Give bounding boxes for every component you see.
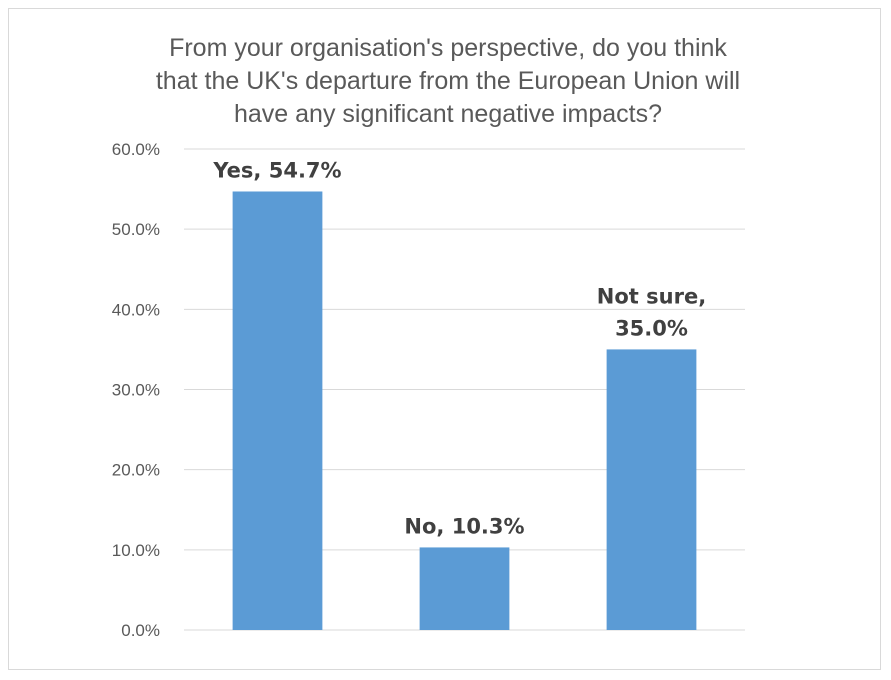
data-label: 35.0% <box>615 316 688 340</box>
y-tick-label: 50.0% <box>112 220 160 239</box>
y-tick-label: 60.0% <box>112 140 160 159</box>
y-tick-label: 0.0% <box>121 621 160 640</box>
y-tick-label: 40.0% <box>112 300 160 319</box>
chart-title-line-2: that the UK's departure from the Europea… <box>156 67 740 95</box>
bar-not-sure <box>606 349 697 630</box>
bar-yes <box>232 191 323 630</box>
y-tick-label: 30.0% <box>112 381 160 400</box>
chart-title-line-3: have any significant negative impacts? <box>234 100 662 128</box>
data-label: No, 10.3% <box>404 514 524 538</box>
data-label: Yes, 54.7% <box>212 158 341 182</box>
chart-title-line-1: From your organisation's perspective, do… <box>169 34 727 62</box>
bar-no <box>419 547 510 630</box>
chart-title: From your organisation's perspective, do… <box>156 34 740 128</box>
y-tick-label: 10.0% <box>112 541 160 560</box>
y-axis-tick-labels: 0.0% 10.0% 20.0% 30.0% 40.0% 50.0% 60.0% <box>112 140 160 640</box>
bars <box>232 191 697 630</box>
data-labels: Yes, 54.7% No, 10.3% Not sure, 35.0% <box>212 158 706 538</box>
y-tick-label: 20.0% <box>112 461 160 480</box>
data-label: Not sure, <box>597 284 706 308</box>
